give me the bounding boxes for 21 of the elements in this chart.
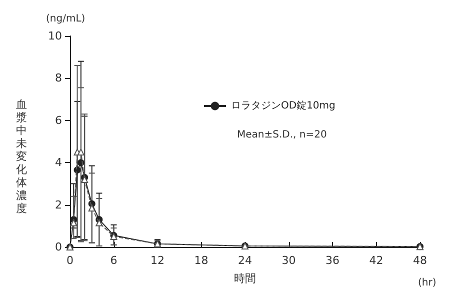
x-axis-title: 時間	[234, 272, 256, 285]
x-tick-label: 30	[282, 254, 296, 267]
x-tick-label: 12	[150, 254, 164, 267]
annotation: Mean±S.D., n=20	[237, 130, 327, 140]
y-tick-label: 10	[48, 30, 62, 42]
y-tick-label: 6	[55, 114, 62, 127]
y-tick-label: 2	[55, 198, 62, 212]
x-tick-label: 48	[413, 254, 427, 267]
y-tick-label: 0	[55, 240, 62, 254]
legend-label: ロラタジンOD錠10mg	[231, 100, 336, 112]
text: (hr)	[418, 278, 436, 288]
x-tick-label: 6	[110, 254, 118, 267]
y-tick-label: 8	[55, 72, 62, 85]
x-tick-label: 36	[326, 254, 340, 267]
x-tick-label: 0	[66, 254, 74, 267]
x-tick-label: 24	[238, 254, 252, 267]
y-tick-label: 4	[55, 156, 62, 170]
x-tick-label: 42	[369, 254, 384, 267]
x-tick-label: 18	[194, 254, 208, 267]
text: 血漿中未変化体濃度	[16, 98, 27, 215]
text: (ng/mL)	[46, 14, 86, 24]
